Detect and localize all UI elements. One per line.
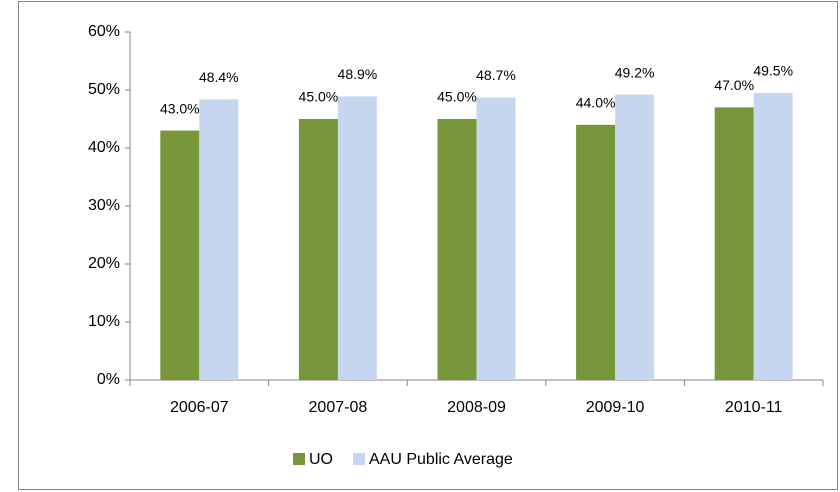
bar [199,99,239,380]
value-label: 48.4% [199,69,239,85]
y-tick-label: 30% [88,197,120,214]
bar [714,107,754,381]
value-label: 43.0% [160,100,200,116]
value-label: 48.9% [338,66,378,82]
value-label: 45.0% [437,89,477,105]
x-tick-label: 2008-09 [447,399,506,416]
legend-swatch [293,453,305,465]
y-tick-label: 40% [88,139,120,156]
bar [337,96,377,380]
bar [753,92,793,381]
legend-label: AAU Public Average [369,451,513,468]
bar [298,119,338,380]
legend-swatch [353,453,365,465]
bar [437,119,477,380]
value-label: 45.0% [299,89,339,105]
chart-border [18,1,838,490]
bar [476,97,516,380]
value-label: 44.0% [576,95,616,111]
y-tick-label: 20% [88,255,120,272]
y-tick-label: 60% [88,23,120,40]
y-tick-label: 50% [88,81,120,98]
legend-label: UO [309,451,333,468]
value-label: 48.7% [476,67,516,83]
x-tick-label: 2006-07 [170,399,229,416]
y-tick-label: 10% [88,313,120,330]
bar [576,124,616,380]
bar [160,130,200,380]
value-label: 47.0% [714,77,754,93]
x-tick-label: 2007-08 [309,399,368,416]
y-tick-label: 0% [97,371,120,388]
bar [615,94,655,380]
x-tick-label: 2010-11 [725,399,783,416]
x-tick-label: 2009-10 [586,399,645,416]
value-label: 49.5% [753,63,793,79]
value-label: 49.2% [615,64,655,80]
